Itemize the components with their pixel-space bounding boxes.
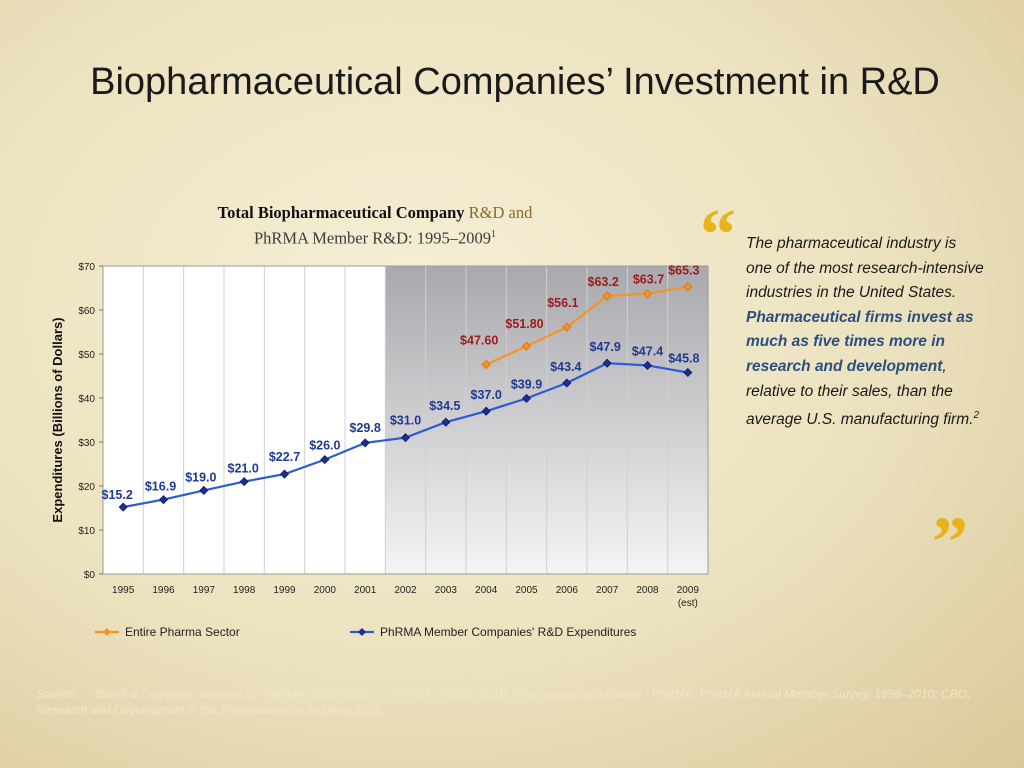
data-point-marker <box>199 485 209 495</box>
source-footnote: Source: … Burrill & Company; analysis fo… <box>36 687 971 717</box>
quote-text-b: , relative to their sales, than the aver… <box>746 357 974 429</box>
legend-marker <box>358 628 366 636</box>
data-label: $31.0 <box>390 414 421 428</box>
x-tick-label: 2007 <box>596 585 619 596</box>
data-label: $65.3 <box>668 264 699 278</box>
legend-marker <box>103 628 111 636</box>
data-label: $29.8 <box>350 421 381 435</box>
data-point-marker <box>642 289 653 299</box>
data-label: $21.0 <box>228 462 259 476</box>
chart-title-bold: Total Biopharmaceutical Company <box>217 203 465 222</box>
data-label: $56.1 <box>547 296 578 310</box>
quote-emphasis: Pharmaceutical firms invest as much as f… <box>746 308 974 375</box>
x-tick-label: 2008 <box>636 585 659 596</box>
series-line <box>485 285 688 366</box>
data-label: $15.2 <box>102 488 133 502</box>
x-tick-label: 2002 <box>394 585 417 596</box>
data-label: $63.2 <box>588 275 619 289</box>
data-point-marker <box>683 282 693 292</box>
y-tick-label: $20 <box>78 482 95 493</box>
data-label: $19.0 <box>185 470 216 484</box>
x-tick-label: 1998 <box>233 585 256 596</box>
data-label: $26.0 <box>309 439 340 453</box>
data-label: $16.9 <box>145 480 176 494</box>
x-tick-sublabel: (est) <box>678 598 698 609</box>
slide-title: Biopharmaceutical Companies’ Investment … <box>90 61 940 103</box>
x-tick-label: 2001 <box>354 585 377 596</box>
data-point-marker <box>400 433 411 443</box>
data-point-marker <box>481 406 491 416</box>
data-point-marker <box>562 322 572 332</box>
y-tick-label: $0 <box>84 570 96 581</box>
chart-title-footnote-ref: 1 <box>490 229 496 240</box>
x-tick-label: 2004 <box>475 585 498 596</box>
x-tick-label: 2003 <box>435 585 458 596</box>
x-tick-label: 1997 <box>193 585 216 596</box>
data-label: $47.4 <box>632 344 663 358</box>
chart-title: Total Biopharmaceutical Company R&D and … <box>150 202 600 250</box>
data-label: $39.9 <box>511 377 542 391</box>
data-point-marker <box>441 417 451 427</box>
quote-text: The pharmaceutical industry is one of th… <box>746 232 986 433</box>
data-label: $43.4 <box>550 360 581 374</box>
x-tick-label: 2006 <box>556 585 579 596</box>
data-point-marker <box>118 502 128 512</box>
data-point-marker <box>642 360 653 371</box>
data-label: $34.5 <box>429 399 460 413</box>
x-tick-label: 2009 <box>677 585 700 596</box>
y-tick-label: $70 <box>78 262 95 273</box>
data-label: $37.0 <box>471 388 502 402</box>
x-tick-label: 1999 <box>273 585 296 596</box>
data-label: $47.60 <box>460 334 498 348</box>
legend-label: PhRMA Member Companies' R&D Expenditures <box>380 625 636 639</box>
data-label: $47.9 <box>590 340 621 354</box>
x-tick-label: 1996 <box>152 585 175 596</box>
data-label: $45.8 <box>668 351 699 365</box>
x-tick-label: 2005 <box>515 585 538 596</box>
data-point-marker <box>239 477 249 487</box>
data-point-marker <box>562 378 572 388</box>
data-point-marker <box>360 438 370 448</box>
y-tick-label: $10 <box>78 526 95 537</box>
data-point-marker <box>279 469 290 479</box>
open-quote-icon: “ <box>700 194 736 274</box>
data-point-marker <box>602 358 612 368</box>
y-tick-label: $40 <box>78 394 95 405</box>
plot-border <box>102 265 709 575</box>
data-label: $51.80 <box>505 317 543 331</box>
x-tick-label: 1995 <box>112 585 135 596</box>
data-point-marker <box>521 341 532 351</box>
y-tick-label: $30 <box>78 438 95 449</box>
y-axis-label: Expenditures (Billions of Dollars) <box>50 317 65 522</box>
legend-label: Entire Pharma Sector <box>125 625 240 639</box>
data-point-marker <box>481 359 491 370</box>
y-tick-label: $50 <box>78 350 95 361</box>
data-label: $22.7 <box>269 450 300 464</box>
data-point-marker <box>158 495 169 505</box>
quote-footnote-ref: 2 <box>973 410 979 422</box>
close-quote-icon: ” <box>932 502 968 582</box>
x-tick-label: 2000 <box>314 585 337 596</box>
data-point-marker <box>521 393 532 404</box>
data-point-marker <box>602 291 612 301</box>
data-point-marker <box>320 455 330 465</box>
data-point-marker <box>683 367 693 378</box>
chart-title-line2: PhRMA Member R&D: 1995–2009 <box>254 228 491 248</box>
quote-text-a: The pharmaceutical industry is one of th… <box>746 235 984 302</box>
data-label: $63.7 <box>633 273 664 287</box>
y-tick-label: $60 <box>78 306 95 317</box>
chart-title-accent: R&D and <box>464 203 533 222</box>
